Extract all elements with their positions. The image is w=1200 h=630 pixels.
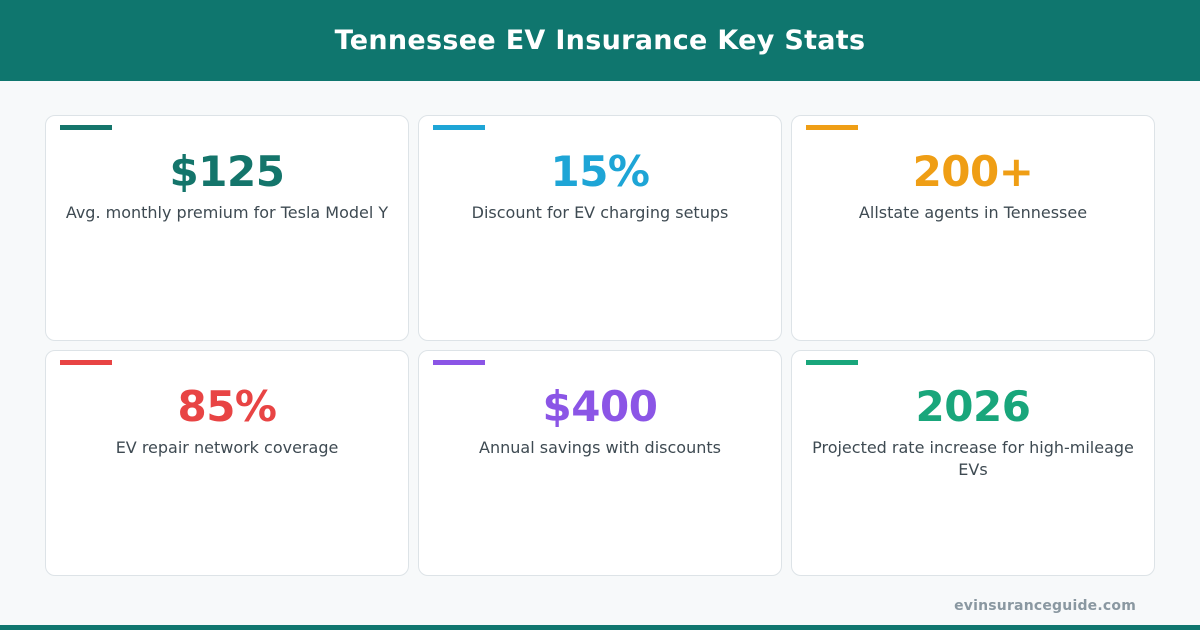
stat-card-annual-savings: $400 Annual savings with discounts [418, 350, 782, 576]
card-accent-bar [433, 360, 485, 365]
stat-label: Avg. monthly premium for Tesla Model Y [65, 203, 389, 222]
stat-value: 15% [550, 147, 650, 196]
card-accent-bar [433, 125, 485, 130]
stat-value: $125 [169, 147, 285, 196]
stat-label: EV repair network coverage [115, 438, 339, 457]
footer-site-name: evinsuranceguide.com [954, 598, 1136, 614]
stat-value: $400 [542, 382, 658, 431]
stat-label: Projected rate increase for high-mileage… [812, 438, 1134, 479]
stat-value: 85% [177, 382, 277, 431]
stat-label: Discount for EV charging setups [471, 203, 729, 222]
stat-value: 200+ [912, 147, 1034, 196]
footer-bar [0, 625, 1200, 630]
stat-card-repair-coverage: 85% EV repair network coverage [45, 350, 409, 576]
stat-card-rate-increase: 2026 Projected rate increase for high-mi… [791, 350, 1155, 576]
stat-label: Annual savings with discounts [479, 438, 721, 457]
stats-grid: $125 Avg. monthly premium for Tesla Mode… [45, 115, 1155, 576]
card-accent-bar [806, 125, 858, 130]
stat-value: 2026 [915, 382, 1031, 431]
card-accent-bar [806, 360, 858, 365]
stat-label: Allstate agents in Tennessee [858, 203, 1088, 222]
card-accent-bar [60, 125, 112, 130]
stat-card-charging-discount: 15% Discount for EV charging setups [418, 115, 782, 341]
card-accent-bar [60, 360, 112, 365]
header-bar: Tennessee EV Insurance Key Stats [0, 0, 1200, 81]
page-title: Tennessee EV Insurance Key Stats [334, 25, 866, 56]
stat-card-monthly-premium: $125 Avg. monthly premium for Tesla Mode… [45, 115, 409, 341]
stat-card-allstate-agents: 200+ Allstate agents in Tennessee [791, 115, 1155, 341]
